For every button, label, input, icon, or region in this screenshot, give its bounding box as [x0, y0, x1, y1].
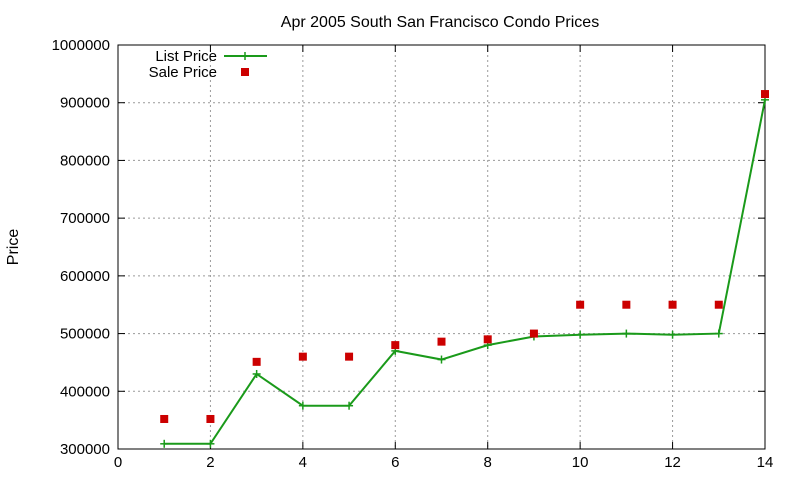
x-tick-label: 10	[572, 454, 589, 471]
sale-price-point	[345, 352, 354, 361]
y-tick-label: 600000	[60, 268, 110, 285]
list-price-point	[206, 439, 215, 448]
y-tick-label: 700000	[60, 210, 110, 227]
sale-price-point	[668, 300, 677, 309]
series	[160, 90, 769, 448]
sale-price-point	[252, 357, 261, 366]
x-tick-label: 6	[391, 454, 399, 471]
y-tick-label: 300000	[60, 441, 110, 458]
list-price-point	[252, 369, 261, 378]
series-1	[160, 90, 769, 423]
sale-price-point	[391, 341, 400, 350]
legend-label: Sale Price	[149, 64, 217, 81]
sale-price-point	[160, 414, 169, 423]
list-price-point	[714, 329, 723, 338]
legend-label: List Price	[155, 48, 217, 65]
y-tick-label: 800000	[60, 152, 110, 169]
list-price-point	[298, 401, 307, 410]
axes: 0 2 4 6 8 10 12 14 300000 400000 500000 600000 70000…	[52, 37, 774, 471]
x-tick-label: 4	[299, 454, 307, 471]
sale-price-point	[576, 300, 585, 309]
list-price-point	[345, 401, 354, 410]
y-tick-label: 1000000	[52, 37, 110, 54]
sale-price-point	[622, 300, 631, 309]
list-price-point	[160, 439, 169, 448]
list-price-point	[668, 330, 677, 339]
list-price-point	[437, 355, 446, 364]
x-tick-label: 14	[757, 454, 774, 471]
y-tick-label: 400000	[60, 383, 110, 400]
list-price-point	[622, 329, 631, 338]
list-price-line	[164, 99, 766, 445]
x-tick-label: 8	[484, 454, 492, 471]
sale-price-point	[483, 335, 492, 344]
x-tick-label: 0	[114, 454, 122, 471]
sale-price-point	[714, 300, 723, 309]
list-price-point	[576, 330, 585, 339]
sale-price-point	[298, 352, 307, 361]
sale-price-point	[529, 329, 538, 338]
grid	[118, 45, 765, 449]
legend-point-sample	[241, 52, 249, 60]
y-axis-label: Price	[5, 229, 22, 266]
sale-price-point	[206, 414, 215, 423]
y-tick-label: 500000	[60, 326, 110, 343]
y-tick-label: 900000	[60, 95, 110, 112]
chart-title: Apr 2005 South San Francisco Condo Price…	[281, 14, 599, 31]
legend-point-sample	[241, 68, 249, 76]
x-tick-label: 2	[206, 454, 214, 471]
series-0	[160, 95, 769, 448]
x-tick-label: 12	[664, 454, 681, 471]
plot-frame	[117, 44, 766, 450]
sale-price-point	[761, 90, 769, 99]
sale-price-point	[437, 337, 446, 346]
